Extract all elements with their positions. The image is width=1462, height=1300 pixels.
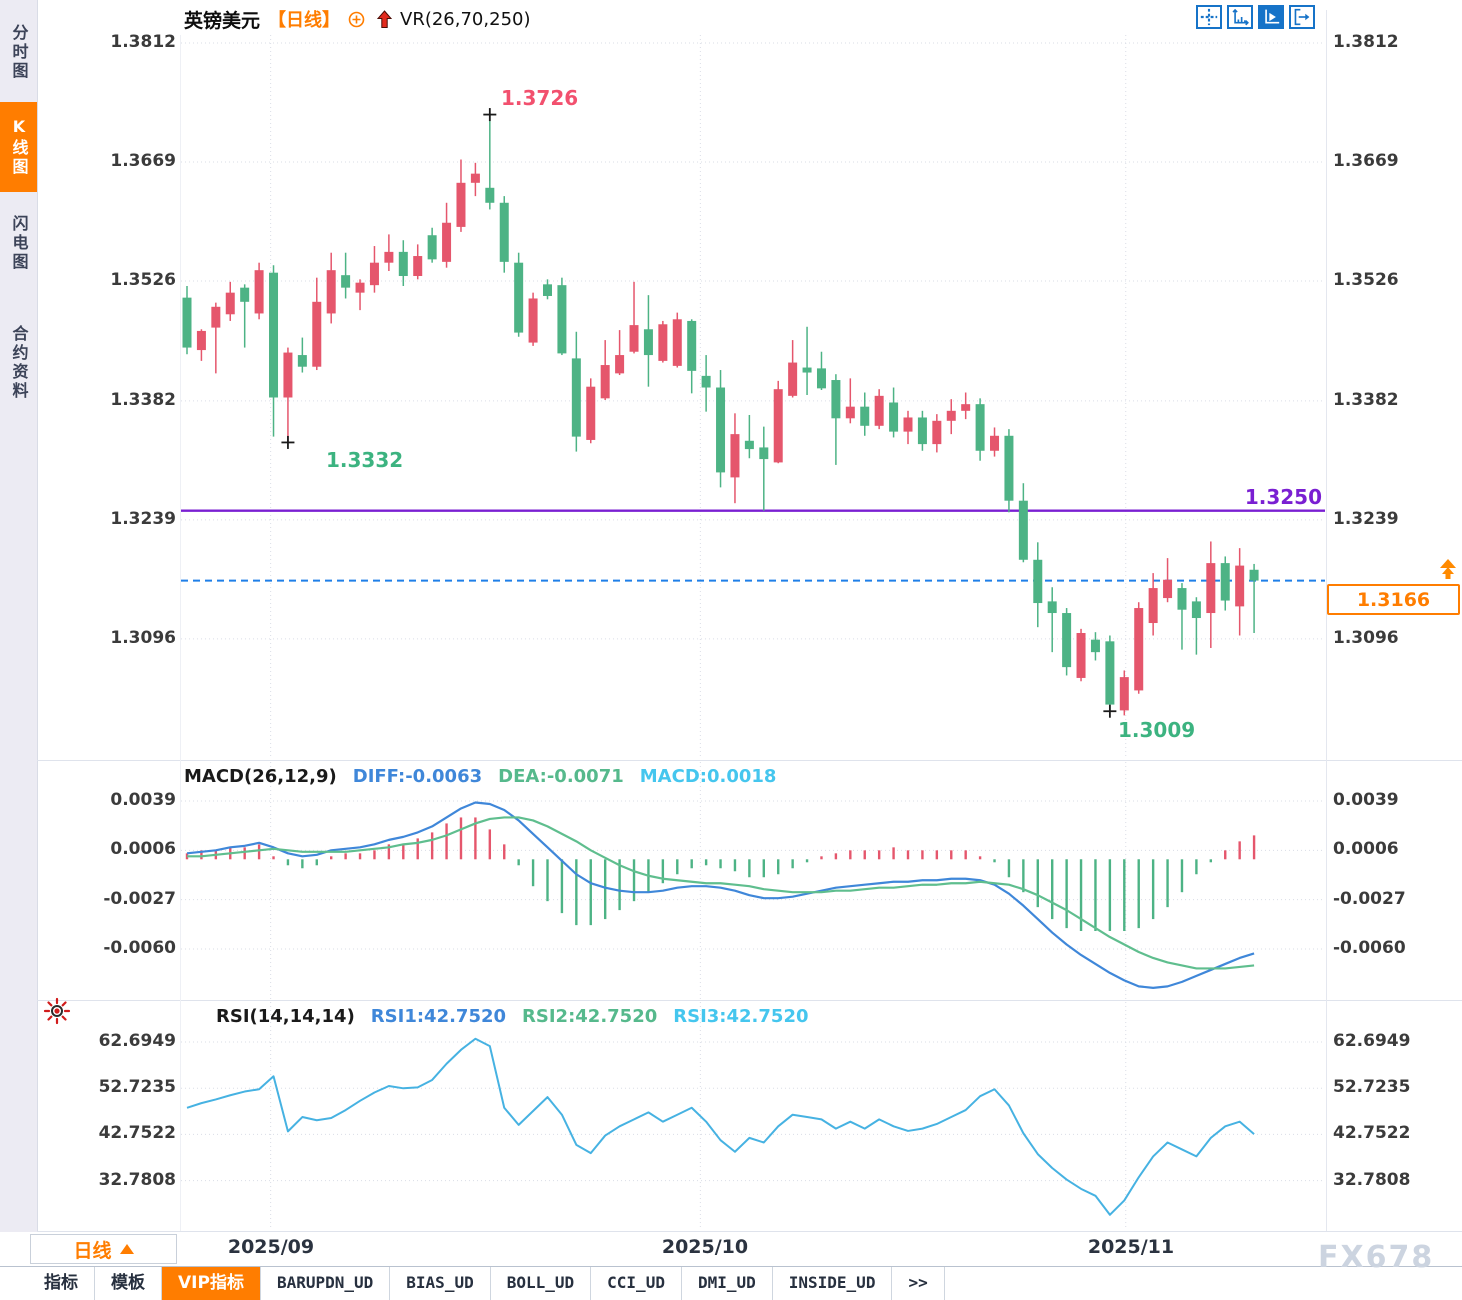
alert-sun-icon[interactable] <box>42 996 72 1026</box>
sidebar: 分时图 K线图 闪电图 合约资料 <box>0 0 38 1232</box>
trend-up-arrow-icon <box>377 9 393 29</box>
last-price-tag: 1.3166 <box>1327 584 1460 615</box>
macd-header: MACD(26,12,9) DIFF:-0.0063 DEA:-0.0071 M… <box>184 766 776 787</box>
macd-title[interactable]: MACD(26,12,9) <box>184 766 337 787</box>
axis-label: 52.7235 <box>1333 1077 1411 1098</box>
tab-bias-ud[interactable]: BIAS_UD <box>390 1267 491 1300</box>
axis-label: 32.7808 <box>1333 1169 1411 1190</box>
rsi3-value: RSI3:42.7520 <box>673 1006 809 1027</box>
tab-more[interactable]: >> <box>892 1267 945 1300</box>
symbol-title: 英镑美元 <box>184 9 261 32</box>
indicator-tab-bar: 指标 模板 VIP指标 BARUPDN_UD BIAS_UD BOLL_UD C… <box>0 1266 1462 1300</box>
axis-label: 42.7522 <box>1333 1123 1411 1144</box>
axis-auto-scale-icon[interactable] <box>1258 5 1284 29</box>
axis-label: 1.3669 <box>1333 151 1399 171</box>
rsi2-value: RSI2:42.7520 <box>522 1006 658 1027</box>
axis-label: 1.3239 <box>110 508 176 529</box>
macd-dea-value: DEA:-0.0071 <box>498 766 624 787</box>
plot-left-border <box>180 35 181 1231</box>
candlestick-chart[interactable] <box>181 35 1325 757</box>
panel-separator <box>37 1000 1462 1001</box>
axis-label: -0.0027 <box>1333 888 1406 909</box>
tab-indicators[interactable]: 指标 <box>28 1267 95 1300</box>
tab-vip-indicators[interactable]: VIP指标 <box>162 1267 261 1300</box>
macd-diff-value: DIFF:-0.0063 <box>352 766 483 787</box>
sidebar-item-kline-chart[interactable]: K线图 <box>0 102 37 192</box>
axis-label: 1.3096 <box>110 627 176 648</box>
axis-label: 1.3526 <box>1333 270 1399 290</box>
tab-barupdn-ud[interactable]: BARUPDN_UD <box>261 1267 391 1300</box>
rsi-chart[interactable] <box>181 1002 1325 1230</box>
axis-label: 1.3096 <box>1333 627 1399 648</box>
pan-crosshair-icon[interactable] <box>1196 5 1222 29</box>
tab-templates[interactable]: 模板 <box>95 1267 162 1300</box>
add-indicator-icon[interactable] <box>348 11 365 28</box>
sidebar-item-lightning-chart[interactable]: 闪电图 <box>9 214 29 272</box>
axis-label: -0.0060 <box>103 937 176 958</box>
axis-label: 62.6949 <box>98 1031 176 1051</box>
axis-scale-icon[interactable] <box>1227 5 1253 29</box>
axis-label: 32.7808 <box>98 1169 176 1190</box>
axis-label: 1.3669 <box>110 151 176 171</box>
sidebar-item-contract-info[interactable]: 合约资料 <box>9 325 29 401</box>
period-selector[interactable]: 日线 <box>30 1234 177 1264</box>
xaxis-label-oct: 2025/10 <box>661 1236 749 1258</box>
axis-label: 52.7235 <box>98 1077 176 1098</box>
xaxis-label-sep: 2025/09 <box>227 1236 315 1258</box>
dropdown-arrow-icon <box>119 1244 134 1254</box>
period-selector-label: 日线 <box>73 1239 112 1262</box>
axis-label: 1.3812 <box>1333 32 1399 52</box>
panel-separator <box>37 760 1462 761</box>
axis-label: 0.0006 <box>1333 839 1399 860</box>
rsi-title[interactable]: RSI(14,14,14) <box>216 1006 355 1027</box>
axis-label: 1.3382 <box>110 389 176 410</box>
high-price-annotation: 1.3726 <box>501 86 579 110</box>
axis-label: 42.7522 <box>98 1123 176 1144</box>
chart-toolbar <box>1196 5 1315 29</box>
axis-label: 0.0039 <box>110 790 176 810</box>
chart-header: 英镑美元 【日线】 VR(26,70,250) <box>184 7 531 32</box>
panel-separator <box>37 1231 1462 1232</box>
watermark: FX678 <box>1318 1240 1435 1275</box>
axis-label: 1.3812 <box>110 32 176 52</box>
vr-indicator-label[interactable]: VR(26,70,250) <box>400 8 531 30</box>
sidebar-item-time-chart[interactable]: 分时图 <box>9 23 29 81</box>
macd-macd-value: MACD:0.0018 <box>639 766 777 787</box>
resistance-line-label: 1.3250 <box>1244 485 1322 509</box>
low-price-annotation-1: 1.3332 <box>326 448 404 472</box>
tab-boll-ud[interactable]: BOLL_UD <box>491 1267 592 1300</box>
axis-label: -0.0060 <box>1333 937 1406 958</box>
axis-label: 62.6949 <box>1333 1031 1411 1051</box>
axis-label: 1.3526 <box>110 270 176 290</box>
low-price-annotation-2: 1.3009 <box>1118 718 1196 742</box>
rsi-header: RSI(14,14,14) RSI1:42.7520 RSI2:42.7520 … <box>216 1006 809 1027</box>
axis-label: 0.0006 <box>110 839 176 860</box>
price-up-arrow-icon <box>1437 557 1459 583</box>
axis-label: 1.3382 <box>1333 389 1399 410</box>
tab-cci-ud[interactable]: CCI_UD <box>591 1267 682 1300</box>
macd-chart[interactable] <box>181 762 1325 1000</box>
plot-right-border <box>1326 10 1327 1231</box>
rsi1-value: RSI1:42.7520 <box>370 1006 507 1027</box>
tab-inside-ud[interactable]: INSIDE_UD <box>773 1267 893 1300</box>
xaxis-label-nov: 2025/11 <box>1087 1236 1175 1258</box>
period-label[interactable]: 【日线】 <box>268 10 341 31</box>
axis-label: 1.3239 <box>1333 508 1399 529</box>
axis-label: -0.0027 <box>103 888 176 909</box>
axis-label: 0.0039 <box>1333 790 1399 810</box>
collapse-right-panel-icon[interactable] <box>1289 5 1315 29</box>
tab-dmi-ud[interactable]: DMI_UD <box>682 1267 773 1300</box>
